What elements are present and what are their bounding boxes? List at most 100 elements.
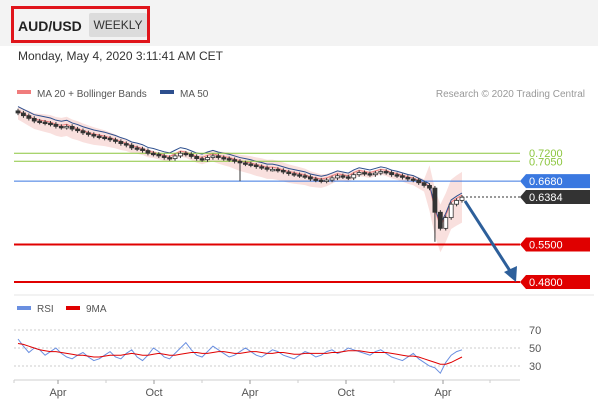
candle-body [280,170,286,173]
rsi-level-label-30: 30 [529,361,541,373]
candle-body [394,174,400,177]
candle-body [410,178,416,181]
candle-body [178,152,183,157]
candle-body [64,126,70,129]
candle-body [243,162,248,165]
candle-body [31,117,37,122]
candle-body [313,178,319,181]
candle-body [259,166,265,169]
ma50-legend-label: MA 50 [180,89,209,100]
candle-body [400,175,405,178]
candle-body [75,128,80,132]
candle-body [96,135,102,138]
candle-body [102,136,108,140]
candle-body [26,115,32,119]
candle-body [172,155,178,160]
candle-body [237,160,243,164]
candle-body [356,172,362,176]
candle-body [205,157,210,161]
rsi-ma-legend-label: 9MA [86,304,107,315]
candle-body [199,158,205,161]
candle-body [264,167,270,170]
candle-body [459,196,465,201]
candle-body [221,157,227,160]
level-tag-0.5500 [520,237,590,252]
candle-body [318,179,324,182]
bollinger-fill [18,106,462,253]
candle-body [123,143,129,146]
chart-card [8,46,594,412]
period-button[interactable]: WEEKLY [89,13,147,37]
rsi-level-label-50: 50 [529,343,541,355]
candle-body [15,110,21,114]
candle-body [232,159,237,162]
candle-body [91,134,97,137]
candle-body [302,175,308,178]
rsi-legend-label: RSI [37,304,54,315]
level-label-0.5500: 0.5500 [529,239,563,251]
rsi-ma-legend-swatch [66,306,80,310]
level-tag-0.4800 [520,275,590,289]
level-label-0.7050: 0.7050 [529,156,563,168]
level-label-0.6680: 0.6680 [529,176,563,188]
candle-body [291,173,297,176]
candle-body [37,120,43,123]
candle-body [297,174,302,177]
candle-body [150,152,156,156]
candle-body [351,174,357,179]
candle-body [107,137,113,141]
x-tick-label: Apr [49,387,66,399]
candle-body [134,147,140,150]
rsi-level-label-70: 70 [529,325,541,337]
level-label-0.4800: 0.4800 [529,277,563,289]
candle-body [324,179,330,182]
symbol-label: AUD/USD [18,18,82,34]
candle-body [448,203,454,219]
candle-body [215,155,221,158]
candle-body [378,171,384,174]
ma50-line [17,106,463,226]
candle-body [437,211,443,229]
x-tick-label: Oct [337,387,354,399]
candle-body [454,200,459,205]
candle-body [275,168,281,172]
x-tick-label: Oct [145,387,162,399]
candle-body [140,148,145,151]
candle-body [167,157,173,160]
candle-body [80,130,86,134]
candle-body [156,153,162,157]
candle-body [248,163,254,166]
ma50-legend-swatch [160,90,174,94]
candle-body [188,153,194,157]
rsi-panel: 70 50 30 [14,325,541,375]
candle-body [443,217,449,229]
candle-body [53,123,59,127]
candle-body [372,172,378,176]
candle-body [307,176,313,180]
level-label-0.7200: 0.7200 [529,148,563,160]
credit-label: Research © 2020 Trading Central [436,89,585,100]
candle-body [421,182,427,186]
candle-body [145,150,151,154]
candle-body [340,175,346,178]
candle-body [367,173,373,176]
candle-body [270,168,275,172]
candle-body [210,155,216,158]
rsi-ma-line [17,343,463,365]
candle-body [85,132,91,135]
candle-body [113,139,118,142]
level-tag-0.6680 [520,174,590,189]
candle-body [286,171,292,175]
candle-body [58,126,64,129]
x-axis: Apr Oct Apr Oct Apr [13,380,491,399]
x-tick-label: Apr [241,387,258,399]
candle-body [226,158,232,161]
candle-body [362,172,367,175]
rsi-line [17,338,463,375]
symbol-selector[interactable]: AUD/USD WEEKLY [11,6,150,43]
x-tick-label: Apr [434,387,451,399]
candle-body [69,126,75,130]
candle-body [161,155,167,158]
